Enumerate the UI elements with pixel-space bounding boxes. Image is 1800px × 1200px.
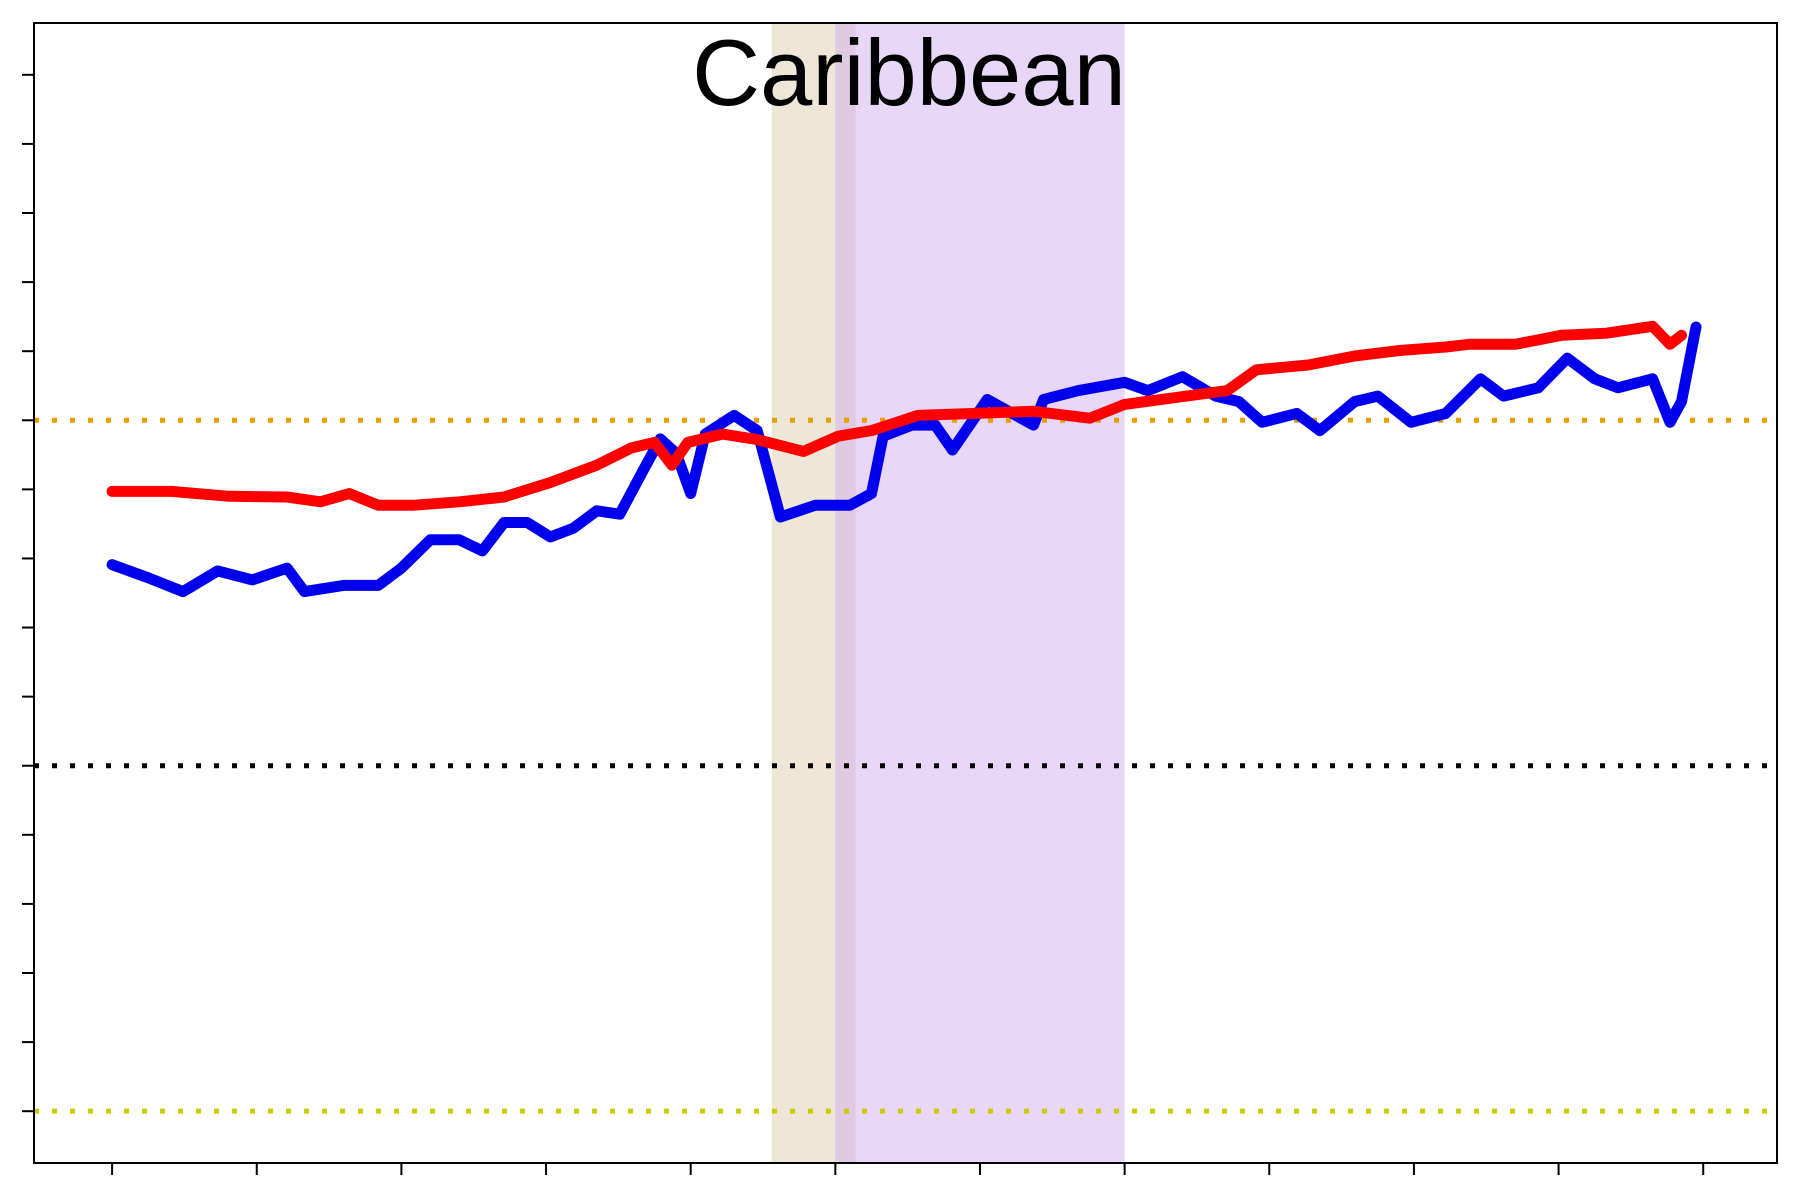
chart-title: Caribbean bbox=[692, 20, 1126, 125]
series-line bbox=[106, 321, 1702, 598]
series-line bbox=[106, 320, 1687, 511]
shaded-band bbox=[835, 23, 1125, 1163]
plot-frame bbox=[33, 22, 1778, 1164]
shaded-band bbox=[771, 23, 856, 1163]
